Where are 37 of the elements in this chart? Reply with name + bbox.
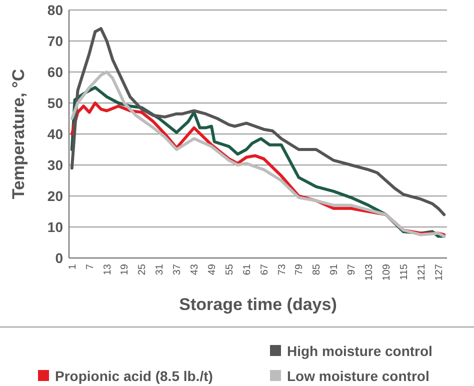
x-tick-label: 37 bbox=[172, 264, 184, 276]
x-tick-label: 1 bbox=[67, 264, 78, 270]
y-tick-label: 0 bbox=[55, 250, 64, 266]
x-tick-label: 31 bbox=[154, 264, 166, 276]
x-tick-label: 55 bbox=[224, 264, 236, 276]
x-tick-label: 19 bbox=[120, 264, 131, 276]
x-tick-label: 85 bbox=[312, 264, 323, 276]
x-tick-label: 73 bbox=[276, 264, 288, 276]
x-tick-label: 121 bbox=[416, 264, 428, 281]
x-tick-label: 67 bbox=[259, 264, 270, 276]
x-tick-label: 13 bbox=[102, 264, 114, 276]
line-series bbox=[70, 27, 446, 216]
x-tick-label: 115 bbox=[398, 264, 410, 280]
x-tick-label: 25 bbox=[137, 264, 148, 276]
y-tick-label: 70 bbox=[47, 32, 64, 49]
x-tick-label: 97 bbox=[346, 264, 358, 276]
legend-label: Propionic acid (8.5 lb./t) bbox=[55, 368, 213, 384]
x-tick-label: 7 bbox=[84, 264, 96, 270]
y-tick-label: 20 bbox=[47, 188, 64, 204]
x-tick-label: 61 bbox=[242, 264, 253, 276]
x-tick-label: 91 bbox=[329, 264, 340, 276]
x-axis-title: Storage time (days) bbox=[179, 295, 337, 314]
y-tick-label: 10 bbox=[47, 218, 64, 235]
x-tick-label: 127 bbox=[434, 264, 445, 281]
y-tick-label: 40 bbox=[47, 126, 64, 142]
legend-label: Low moisture control bbox=[287, 368, 430, 384]
x-tick-label: 49 bbox=[206, 264, 218, 276]
x-tick-label: 109 bbox=[381, 264, 392, 281]
y-tick-label: 50 bbox=[47, 94, 64, 111]
y-axis-title: Temperature, °C bbox=[9, 68, 28, 200]
y-tick-label: 80 bbox=[47, 2, 64, 18]
legend-label: High moisture control bbox=[287, 342, 432, 359]
y-tick-label: 30 bbox=[47, 156, 64, 173]
x-tick-label: 79 bbox=[294, 264, 306, 276]
y-tick-label: 60 bbox=[47, 64, 64, 80]
x-tick-label: 103 bbox=[364, 264, 375, 281]
x-tick-label: 43 bbox=[190, 264, 201, 276]
